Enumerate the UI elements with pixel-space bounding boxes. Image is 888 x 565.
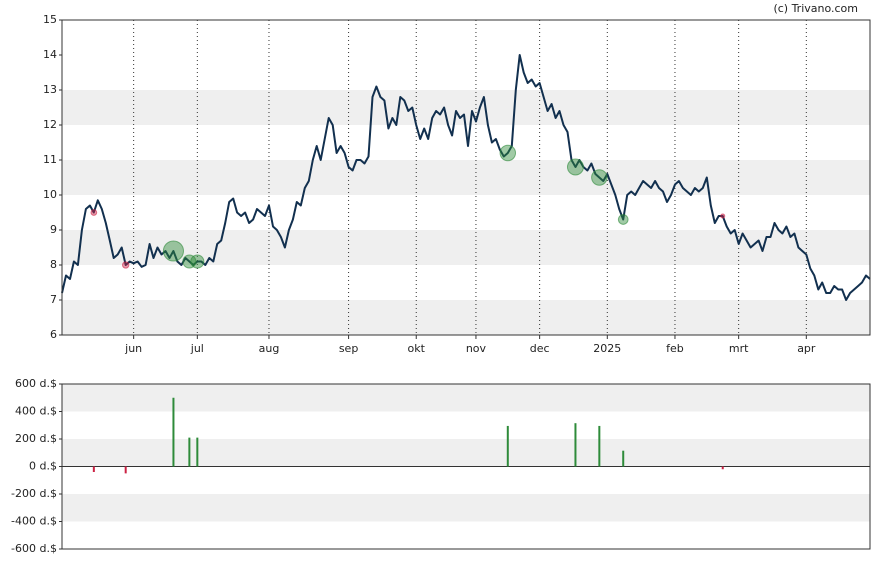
x-tick-label: jun [124, 342, 142, 355]
grid-band [62, 300, 870, 335]
bar [124, 466, 127, 474]
plot-frame [61, 383, 871, 550]
grid-band [62, 160, 870, 195]
y-tick-label: 0 d.$ [29, 460, 57, 473]
y-tick-label: 10 [43, 188, 57, 201]
y-tick-label: 13 [43, 83, 57, 96]
trade-marker [90, 209, 98, 216]
bar [506, 425, 509, 467]
y-tick-label: 7 [50, 293, 57, 306]
x-tick-label: apr [797, 342, 816, 355]
x-tick-label: mrt [729, 342, 749, 355]
grid-band [62, 384, 870, 412]
y-tick-label: 9 [50, 223, 57, 236]
bar [92, 466, 95, 472]
y-tick-label: -200 d.$ [11, 487, 57, 500]
y-tick-label: -600 d.$ [11, 542, 57, 555]
bar [196, 437, 199, 467]
x-tick-label: feb [666, 342, 684, 355]
trade-marker [591, 169, 608, 186]
x-tick-label: aug [259, 342, 280, 355]
x-tick-label: 2025 [593, 342, 621, 355]
y-tick-label: 8 [50, 258, 57, 271]
trade-marker [499, 144, 517, 162]
trade-marker [122, 261, 130, 269]
x-tick-label: sep [339, 342, 358, 355]
y-tick-label: 600 d.$ [15, 377, 57, 390]
bar [188, 437, 191, 467]
y-tick-label: 400 d.$ [15, 405, 57, 418]
trade-marker [566, 158, 584, 176]
bar [598, 425, 601, 467]
grid-band [62, 439, 870, 467]
y-tick-label: 6 [50, 328, 57, 341]
y-tick-label: 12 [43, 118, 57, 131]
bar [721, 466, 724, 470]
plot-frame [61, 19, 871, 336]
y-tick-label: -400 d.$ [11, 515, 57, 528]
x-tick-label: jul [190, 342, 204, 355]
y-tick-label: 200 d.$ [15, 432, 57, 445]
trade-marker [720, 213, 726, 219]
x-tick-label: okt [408, 342, 426, 355]
trade-marker [190, 254, 205, 269]
trade-marker [617, 214, 629, 225]
bar [172, 397, 175, 467]
bar [622, 450, 625, 467]
attribution: (c) Trivano.com [773, 2, 858, 15]
trade-marker [162, 240, 185, 262]
grid-band [62, 90, 870, 125]
y-tick-label: 11 [43, 153, 57, 166]
trade-marker [182, 254, 197, 269]
price-line [61, 54, 871, 301]
bar [574, 423, 577, 467]
y-tick-label: 14 [43, 48, 57, 61]
x-tick-label: dec [530, 342, 550, 355]
grid-band [62, 494, 870, 522]
y-tick-label: 15 [43, 13, 57, 26]
x-tick-label: nov [466, 342, 487, 355]
